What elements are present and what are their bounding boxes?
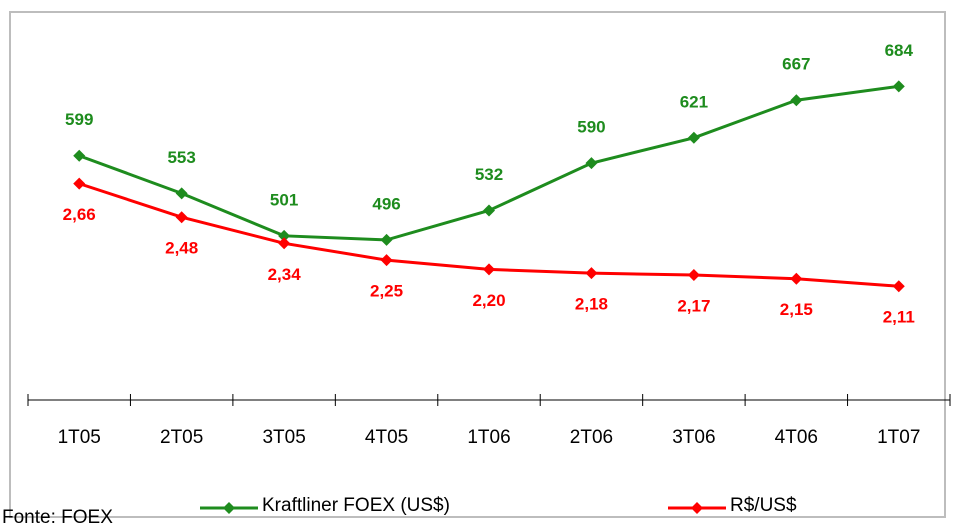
point (585, 157, 598, 170)
data-label: 667 (782, 55, 810, 74)
data-label: 2,17 (677, 297, 710, 316)
x-tick-label: 4T05 (365, 427, 408, 448)
data-label: 2,18 (575, 295, 608, 314)
data-label: 2,48 (165, 239, 198, 258)
point (380, 233, 393, 246)
data-label: 2,25 (370, 282, 403, 301)
point (790, 94, 803, 107)
data-label: 2,34 (268, 265, 302, 284)
legend-marker (223, 502, 235, 514)
point (73, 177, 86, 190)
point (380, 254, 393, 267)
x-tick-label: 1T06 (467, 427, 510, 448)
data-label: 2,20 (472, 291, 505, 310)
point (687, 269, 700, 282)
data-label: 590 (577, 118, 605, 137)
point (483, 204, 495, 217)
data-label: 496 (372, 194, 400, 213)
x-tick-label: 3T05 (262, 427, 305, 448)
point (790, 272, 803, 285)
point (892, 80, 905, 93)
point (278, 237, 291, 250)
x-tick-label: 2T06 (570, 427, 613, 448)
series-line (78, 84, 899, 242)
legend-label: Kraftliner FOEX (US$) (262, 495, 450, 516)
data-label: 2,11 (883, 308, 915, 327)
data-label: 599 (65, 110, 93, 129)
source: Fonte: FOEX (2, 507, 113, 527)
x-tick-label: 3T06 (672, 427, 715, 448)
data-label: 501 (270, 190, 298, 209)
point (483, 263, 495, 276)
data-label: 532 (475, 165, 503, 184)
data-label: 2,66 (63, 205, 96, 224)
legend-label: R$/US$ (730, 495, 797, 516)
point (687, 131, 700, 144)
x-tick-label: 1T07 (877, 427, 920, 448)
point (175, 211, 188, 224)
legend-marker (691, 502, 703, 514)
point (73, 149, 86, 162)
x-tick-label: 2T05 (160, 427, 203, 448)
data-label: 684 (885, 41, 914, 60)
point (175, 187, 188, 200)
data-label: 553 (167, 148, 195, 167)
frame (9, 11, 946, 518)
x-tick-label: 1T05 (58, 427, 101, 448)
point (278, 229, 291, 242)
point (585, 267, 598, 280)
x-tick-label: 4T06 (775, 427, 818, 448)
data-label: 2,15 (780, 300, 813, 319)
data-label: 621 (680, 92, 708, 111)
point (892, 280, 905, 293)
